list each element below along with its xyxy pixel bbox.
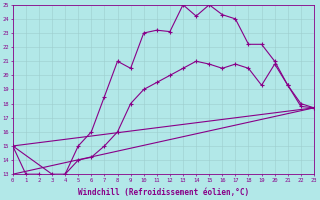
X-axis label: Windchill (Refroidissement éolien,°C): Windchill (Refroidissement éolien,°C) xyxy=(78,188,249,197)
